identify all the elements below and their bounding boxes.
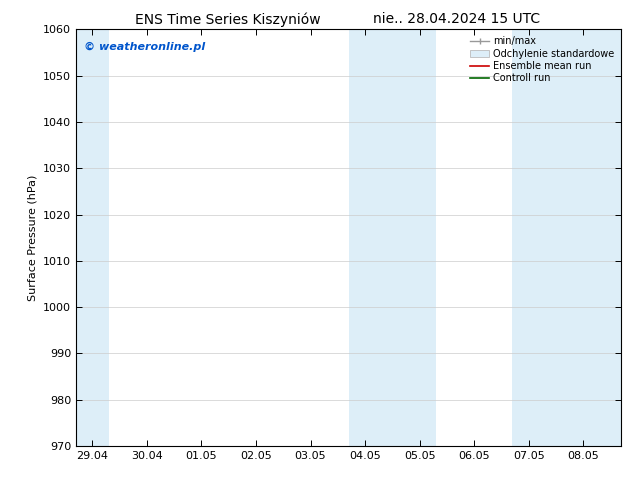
Bar (76, 29, 109, 446)
Text: nie.. 28.04.2024 15 UTC: nie.. 28.04.2024 15 UTC (373, 12, 540, 26)
Bar (349, 29, 436, 446)
Legend: min/max, Odchylenie standardowe, Ensemble mean run, Controll run: min/max, Odchylenie standardowe, Ensembl… (468, 34, 616, 85)
Y-axis label: Surface Pressure (hPa): Surface Pressure (hPa) (27, 174, 37, 301)
Text: ENS Time Series Kiszyniów: ENS Time Series Kiszyniów (136, 12, 321, 27)
Bar (512, 29, 621, 446)
Text: © weatheronline.pl: © weatheronline.pl (84, 42, 205, 52)
